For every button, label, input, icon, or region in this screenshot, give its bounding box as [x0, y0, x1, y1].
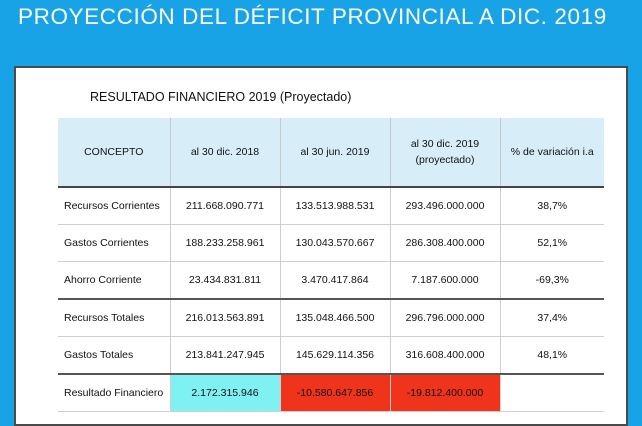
table-title: RESULTADO FINANCIERO 2019 (Proyectado): [90, 90, 352, 104]
column-header-variacion: % de variación i.a: [500, 118, 604, 187]
cell-dic-2018: 23.434.831.811: [170, 261, 281, 300]
table-row-recursos-corrientes: Recursos Corrientes 211.668.090.771 133.…: [58, 187, 604, 225]
cell-variacion: [500, 374, 604, 412]
column-header-concepto: CONCEPTO: [58, 118, 171, 187]
cell-concepto: Gastos Totales: [58, 336, 171, 375]
cell-concepto: Recursos Corrientes: [58, 187, 171, 225]
column-header-jun-2019: al 30 jun. 2019: [280, 118, 391, 187]
cell-dic-2018: 216.013.563.891: [170, 299, 281, 337]
column-header-dic-2019: al 30 dic. 2019 (proyectado): [390, 118, 501, 187]
cell-concepto: Ahorro Corriente: [58, 261, 171, 300]
cell-dic-2018: 188.233.258.961: [170, 224, 281, 262]
cell-jun-2019: 145.629.114.356: [280, 336, 391, 375]
cell-variacion: 38,7%: [500, 187, 604, 225]
cell-dic-2019: 296.796.000.000: [390, 299, 501, 337]
cell-variacion: -69,3%: [500, 261, 604, 300]
table-row-ahorro-corriente: Ahorro Corriente 23.434.831.811 3.470.41…: [58, 261, 604, 300]
cell-jun-2019: -10.580.647.856: [280, 374, 391, 412]
financial-results-table: CONCEPTO al 30 dic. 2018 al 30 jun. 2019…: [58, 118, 604, 412]
table-sheet: RESULTADO FINANCIERO 2019 (Proyectado) C…: [14, 66, 628, 426]
cell-concepto: Recursos Totales: [58, 299, 171, 337]
cell-jun-2019: 135.048.466.500: [280, 299, 391, 337]
column-header-dic-2018: al 30 dic. 2018: [170, 118, 281, 187]
cell-variacion: 52,1%: [500, 224, 604, 262]
cell-dic-2019: 316.608.400.000: [390, 336, 501, 375]
cell-variacion: 37,4%: [500, 299, 604, 337]
cell-jun-2019: 130.043.570.667: [280, 224, 391, 262]
cell-variacion: 48,1%: [500, 336, 604, 375]
table-header-row: CONCEPTO al 30 dic. 2018 al 30 jun. 2019…: [58, 118, 604, 187]
cell-dic-2019: 286.308.400.000: [390, 224, 501, 262]
cell-jun-2019: 133.513.988.531: [280, 187, 391, 225]
cell-dic-2018: 213.841.247.945: [170, 336, 281, 375]
cell-dic-2019: -19.812.400.000: [390, 374, 501, 412]
table-row-gastos-corrientes: Gastos Corrientes 188.233.258.961 130.04…: [58, 224, 604, 262]
cell-jun-2019: 3.470.417.864: [280, 261, 391, 300]
cell-dic-2018: 2.172.315.946: [170, 374, 281, 412]
table-row-recursos-totales: Recursos Totales 216.013.563.891 135.048…: [58, 299, 604, 337]
cell-dic-2019: 293.496.000.000: [390, 187, 501, 225]
table-row-gastos-totales: Gastos Totales 213.841.247.945 145.629.1…: [58, 336, 604, 375]
cell-concepto: Gastos Corrientes: [58, 224, 171, 262]
cell-dic-2019: 7.187.600.000: [390, 261, 501, 300]
cell-concepto: Resultado Financiero: [58, 374, 171, 412]
table-row-resultado-financiero: Resultado Financiero 2.172.315.946 -10.5…: [58, 374, 604, 412]
cell-dic-2018: 211.668.090.771: [170, 187, 281, 225]
page-headline: PROYECCIÓN DEL DÉFICIT PROVINCIAL A DIC.…: [18, 4, 607, 29]
